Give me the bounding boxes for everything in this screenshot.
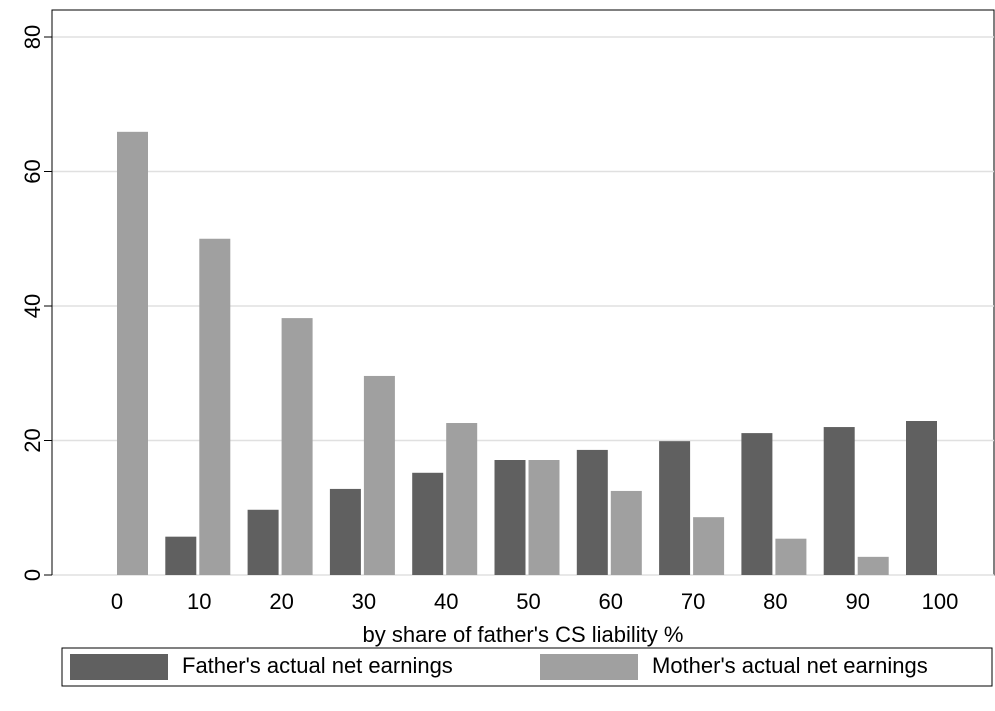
bar xyxy=(610,490,642,575)
x-tick-label: 30 xyxy=(352,589,376,614)
legend-swatch xyxy=(540,654,638,680)
legend-swatch xyxy=(70,654,168,680)
bar xyxy=(775,538,807,575)
bar xyxy=(412,472,444,575)
bar xyxy=(906,420,937,575)
x-tick-label: 50 xyxy=(516,589,540,614)
x-tick-label: 100 xyxy=(922,589,959,614)
bar xyxy=(576,449,608,575)
bar xyxy=(117,131,148,575)
x-tick-label: 90 xyxy=(845,589,869,614)
bar xyxy=(693,517,725,575)
bar xyxy=(528,460,560,575)
bar xyxy=(165,536,197,575)
bar xyxy=(857,556,889,575)
bar xyxy=(329,488,361,575)
bar xyxy=(823,427,855,575)
x-tick-label: 10 xyxy=(187,589,211,614)
x-tick-label: 70 xyxy=(681,589,705,614)
y-tick-label: 20 xyxy=(20,428,45,452)
x-tick-label: 0 xyxy=(111,589,123,614)
y-tick-label: 60 xyxy=(20,159,45,183)
bar xyxy=(741,433,773,575)
x-axis-title: by share of father's CS liability % xyxy=(363,622,684,647)
x-tick-label: 20 xyxy=(269,589,293,614)
bar xyxy=(363,375,395,575)
y-tick-label: 0 xyxy=(20,569,45,581)
y-tick-label: 40 xyxy=(20,294,45,318)
bar xyxy=(199,238,231,575)
x-tick-label: 60 xyxy=(599,589,623,614)
x-tick-label: 80 xyxy=(763,589,787,614)
legend-frame xyxy=(61,647,993,687)
x-tick-label: 40 xyxy=(434,589,458,614)
y-tick-label: 80 xyxy=(20,25,45,49)
bar xyxy=(446,423,478,575)
legend-label: Mother's actual net earnings xyxy=(652,653,928,678)
legend-label: Father's actual net earnings xyxy=(182,653,453,678)
bar xyxy=(659,441,691,575)
bar xyxy=(494,460,526,575)
bar xyxy=(281,318,313,575)
bar xyxy=(247,509,279,575)
